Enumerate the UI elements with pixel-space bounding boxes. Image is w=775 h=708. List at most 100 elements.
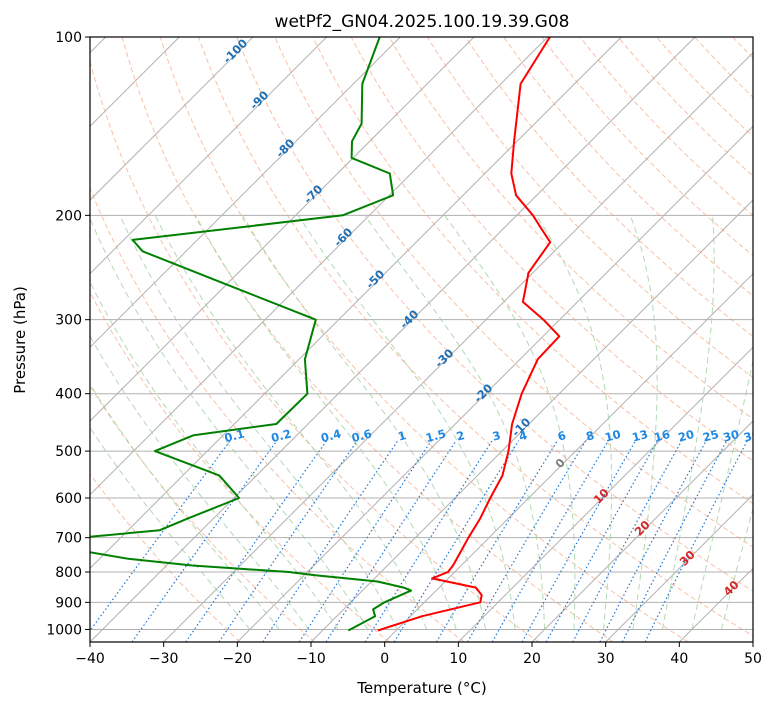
chart-title: wetPf2_GN04.2025.100.19.39.G08 (275, 12, 570, 32)
isotherm-line (90, 37, 549, 496)
dry-adiabat (426, 37, 753, 379)
mixing-ratio-label: 0.2 (269, 426, 292, 445)
mixing-ratio-line (262, 440, 399, 642)
y-tick-label: 1000 (46, 622, 82, 638)
mixing-ratio-label: 1.5 (424, 426, 447, 445)
mixing-ratio-label: 8 (584, 428, 595, 444)
dry-adiabat (90, 186, 465, 642)
background-lines (90, 37, 753, 642)
moist-adiabat (195, 215, 457, 630)
mixing-ratio-line (298, 440, 432, 642)
mixing-ratio-label: 1 (396, 428, 407, 444)
moist-adiabat (629, 215, 658, 630)
mixing-ratio-label: 3 (491, 428, 502, 444)
y-tick-label: 900 (55, 595, 82, 611)
isotherm-line (90, 37, 328, 275)
mixing-ratio-label: 6 (556, 428, 567, 444)
mixing-ratio-line (545, 440, 659, 642)
moist-adiabat (535, 215, 613, 630)
mixing-ratio-label: 0.4 (319, 426, 342, 445)
moist-adiabat (242, 215, 487, 630)
y-tick-label: 600 (55, 491, 82, 507)
moist-adiabat (90, 335, 310, 630)
isotherm-line (384, 272, 753, 642)
x-tick-label: 50 (744, 651, 762, 667)
y-tick-label: 500 (55, 444, 82, 460)
moist-adiabat (90, 426, 251, 630)
mixing-ratio-label: 4 (517, 428, 528, 444)
x-axis: −40 −30 −20 −10 0 10 20 30 40 50 (75, 642, 762, 667)
x-tick-label: 0 (380, 651, 389, 667)
dry-adiabat (236, 37, 753, 592)
mixing-ratio-label: 30 (722, 427, 741, 445)
x-tick-label: −10 (296, 651, 326, 667)
moist-adiabat (90, 217, 369, 630)
dry-adiabat (159, 37, 689, 642)
isotherm-line (605, 493, 753, 642)
mixing-ratio-line (435, 440, 558, 642)
mixing-ratio-label: 16 (652, 427, 671, 445)
mixing-ratio-label: 2 (455, 428, 466, 444)
x-tick-label: 20 (523, 651, 541, 667)
mixing-ratio-label: 0.6 (350, 426, 373, 445)
dry-adiabat (198, 37, 753, 637)
mixing-ratio-line (644, 440, 748, 642)
dewpoint-profile-line (90, 37, 412, 632)
isotherm-line (90, 37, 401, 349)
y-tick-label: 400 (55, 387, 82, 403)
moist-adiabat (154, 215, 428, 630)
moist-adiabat (119, 215, 398, 630)
dry-adiabat (90, 59, 540, 642)
mixing-ratio-line (521, 440, 637, 642)
mixing-ratio-line (325, 440, 457, 642)
dry-adiabat (350, 37, 753, 462)
x-tick-label: −20 (223, 651, 253, 667)
moist-adiabat (364, 215, 546, 630)
mixing-ratio-label: 36 (742, 427, 761, 445)
y-tick-label: 100 (55, 30, 82, 46)
mixing-ratio-label: 20 (677, 427, 696, 445)
plot-frame (89, 36, 754, 643)
dry-adiabat (90, 472, 241, 642)
x-tick-label: 30 (597, 651, 615, 667)
mixing-ratio-line (364, 440, 493, 642)
isotherm-line (163, 51, 753, 642)
moist-adiabat (297, 215, 516, 630)
dry-adiabat (121, 37, 614, 642)
x-tick-label: 10 (449, 651, 467, 667)
isotherm-line (90, 37, 696, 642)
profiles (90, 37, 561, 632)
moist-adiabat (661, 215, 715, 630)
moist-adiabat (90, 280, 339, 630)
temperature-profile-line (377, 37, 561, 632)
x-tick-label: −30 (149, 651, 179, 667)
moist-adiabat (691, 358, 753, 630)
moist-adiabat (90, 383, 280, 630)
mixing-ratio-label: 10 (603, 427, 622, 445)
isotherm-line (90, 37, 254, 201)
isotherm-line (310, 199, 753, 642)
isotherm-line (531, 420, 753, 642)
dry-adiabat (90, 291, 390, 642)
isotherm-line (236, 125, 753, 642)
x-axis-label: Temperature (°C) (356, 679, 486, 697)
mixing-ratio-line (393, 440, 520, 642)
y-tick-label: 800 (55, 565, 82, 581)
y-tick-label: 700 (55, 531, 82, 547)
mixing-ratio-line (466, 440, 587, 642)
y-axis-label: Pressure (hPa) (11, 286, 29, 394)
isotherm-line (457, 346, 753, 642)
y-tick-label: 300 (55, 313, 82, 329)
mixing-ratio-line (572, 440, 683, 642)
mixing-ratio-label: 13 (630, 427, 649, 445)
x-tick-label: −40 (75, 651, 105, 667)
isotherm-line (90, 37, 475, 422)
x-tick-label: 40 (670, 651, 688, 667)
dry-adiabat (503, 37, 753, 297)
dry-adiabat (274, 37, 753, 548)
mixing-ratio-label: 25 (701, 427, 720, 445)
mixing-ratio-line (491, 440, 609, 642)
mixing-ratio-line (131, 440, 278, 642)
